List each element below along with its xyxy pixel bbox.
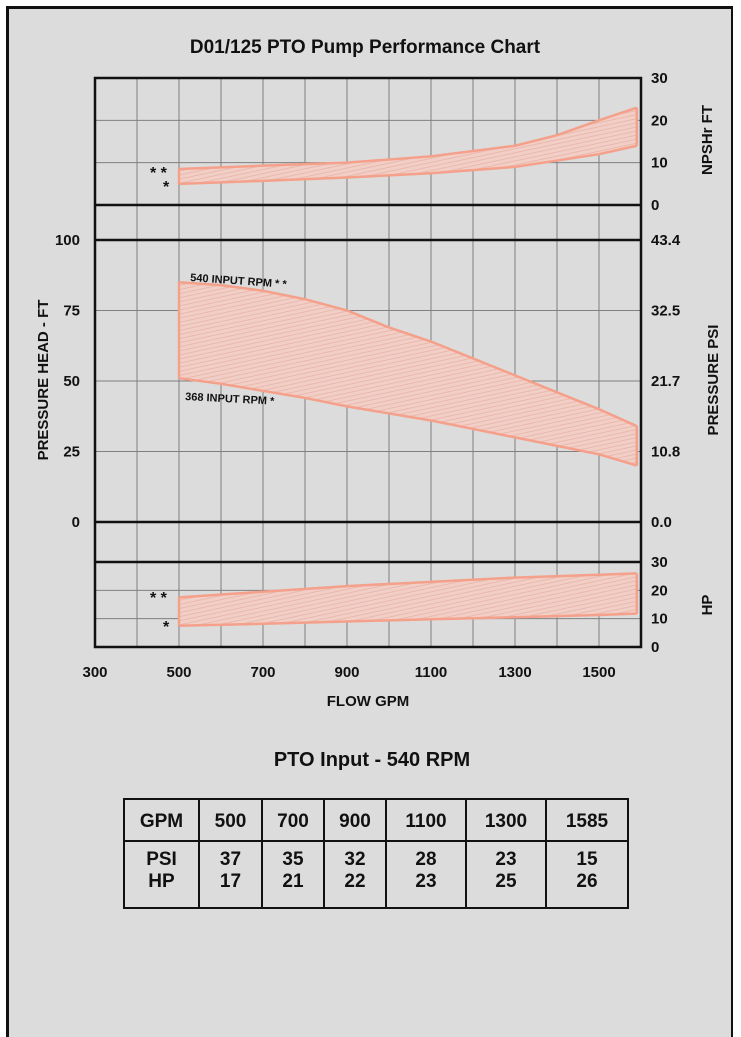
y-axis-left-label: PRESSURE HEAD - FT xyxy=(35,300,52,461)
hp-tick-label: 30 xyxy=(651,554,668,571)
x-axis-label: FLOW GPM xyxy=(327,693,410,710)
pressure-band xyxy=(179,282,637,466)
pressure-ft-tick-label: 75 xyxy=(63,303,80,320)
table-cell: 37 xyxy=(220,849,241,870)
npsh-tick-label: 0 xyxy=(651,197,659,214)
chart-title: D01/125 PTO Pump Performance Chart xyxy=(190,37,541,58)
table-cell: PSI xyxy=(146,849,177,870)
npsh-tick-label: 20 xyxy=(651,112,668,129)
x-tick-label: 1500 xyxy=(582,664,615,681)
x-tick-label: 1300 xyxy=(498,664,531,681)
table-title: PTO Input - 540 RPM xyxy=(274,749,470,771)
hp-540-marker: * * xyxy=(150,590,168,607)
table-cell: 17 xyxy=(220,871,241,892)
hp-axis-label: HP xyxy=(699,595,716,616)
tick-labels: 300 500 700 900 1100 1300 15003020100100755025… xyxy=(55,70,681,681)
table-cell: 28 xyxy=(415,849,436,870)
npsh-axis-label: NPSHr FT xyxy=(699,105,716,175)
curve-areas xyxy=(177,106,639,627)
pressure-ft-tick-label: 25 xyxy=(63,444,80,461)
hp-curve-368 xyxy=(178,612,637,627)
table-cell: 22 xyxy=(344,871,365,892)
panel-frames xyxy=(93,76,643,649)
x-tick-label: 900 xyxy=(334,664,359,681)
table-cell: 23 xyxy=(495,849,516,870)
x-tick-label: 500 xyxy=(166,664,191,681)
npsh-368-marker: * xyxy=(163,179,170,196)
npsh-tick-label: 30 xyxy=(651,70,668,87)
table-cell: 23 xyxy=(415,871,436,892)
table-cell: 32 xyxy=(344,849,365,870)
table-header-cell: 1585 xyxy=(566,811,609,832)
table-header-cell: 1300 xyxy=(485,811,527,832)
table-cell: 35 xyxy=(282,849,304,870)
x-tick-label: 700 xyxy=(250,664,275,681)
table-border xyxy=(123,798,629,909)
npsh-curve-368 xyxy=(178,144,638,186)
table-cell: 15 xyxy=(576,849,598,870)
npsh-540-marker: * * xyxy=(150,165,168,182)
table-header-cell: 700 xyxy=(277,811,309,832)
table-cell: HP xyxy=(148,871,175,892)
pressure-psi-tick-label: 43.4 xyxy=(651,232,681,249)
x-tick-label: 1100 xyxy=(415,664,448,681)
hp-curve-540 xyxy=(178,572,637,599)
npsh-curve-540 xyxy=(178,106,638,171)
pressure-curve-368 xyxy=(178,376,638,467)
npsh-tick-label: 10 xyxy=(651,155,668,172)
outer-frame xyxy=(93,76,643,649)
hp-tick-label: 0 xyxy=(651,639,659,656)
table-cell: 26 xyxy=(576,871,597,892)
table-header-cell: 900 xyxy=(339,811,371,832)
pressure-curve-540 xyxy=(178,281,638,428)
hp-368-marker: * xyxy=(163,619,170,636)
table-cell: 21 xyxy=(282,871,304,892)
pressure-psi-tick-label: 0.0 xyxy=(651,514,672,531)
table-cell: 25 xyxy=(495,871,517,892)
pressure-ft-tick-label: 100 xyxy=(55,232,80,249)
pressure-psi-tick-label: 10.8 xyxy=(651,444,680,461)
npsh-band xyxy=(179,107,637,184)
pressure-ft-tick-label: 0 xyxy=(72,514,80,531)
hp-tick-label: 20 xyxy=(651,582,668,599)
hp-tick-label: 10 xyxy=(651,611,668,628)
x-tick-label: 300 xyxy=(82,664,107,681)
y-axis-right-label: PRESSURE PSI xyxy=(705,325,722,436)
table-header-cell: GPM xyxy=(140,811,183,832)
pressure-psi-tick-label: 21.7 xyxy=(651,373,680,390)
pressure-ft-tick-label: 50 xyxy=(63,373,80,390)
curve-368-label: 368 INPUT RPM * xyxy=(185,391,275,408)
hp-band xyxy=(179,573,637,626)
table-header-cell: 500 xyxy=(215,811,247,832)
table-header-cell: 1100 xyxy=(405,811,446,832)
pressure-psi-tick-label: 32.5 xyxy=(651,303,680,320)
